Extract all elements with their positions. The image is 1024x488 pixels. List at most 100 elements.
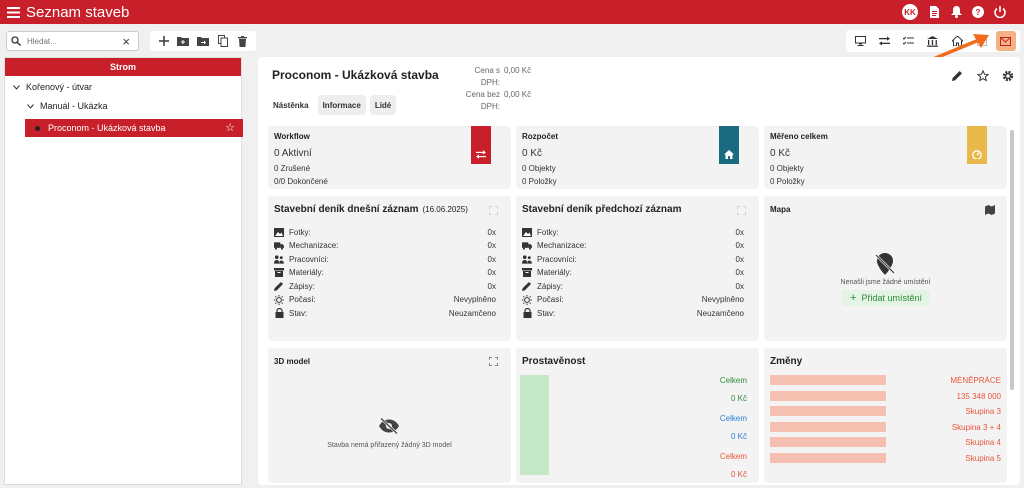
card-line: 0 Zrušené — [274, 164, 311, 173]
rozpocet-flag — [719, 126, 739, 164]
diary-row-value: 0x — [735, 268, 744, 277]
diary-row-label: Mechanizace: — [537, 241, 587, 250]
home-icon[interactable] — [947, 31, 967, 51]
clear-search-icon[interactable]: × — [122, 34, 130, 49]
diary-row: Počasí: Nevyplněno — [522, 294, 744, 306]
diary-row-value: Neuzamčeno — [696, 308, 744, 318]
document-icon[interactable] — [928, 6, 940, 18]
svg-text:?: ? — [976, 8, 981, 17]
search-input[interactable] — [27, 36, 117, 46]
card-title: 3D model — [274, 357, 311, 366]
diary-row: Mechanizace: 0x — [274, 240, 496, 252]
prostavenost-value: 0 Kč — [730, 432, 747, 441]
card-title: Měřeno celkem — [770, 132, 828, 141]
map-card: Mapa Nenašli jsme žádné umístění + Přida… — [764, 196, 1007, 341]
zmeny-card: Změny MÉNĚPRÁCE 135 348 000 Skupina 3 Skupi… — [764, 348, 1007, 483]
model3d-empty-text: Stavba nemá přiřazený žádný 3D model — [327, 442, 452, 449]
workers-icon — [522, 254, 532, 264]
top-bar: Seznam staveb KK ? — [0, 0, 1024, 24]
card-title: Mapa — [770, 205, 791, 214]
prostavenost-value: 0 Kč — [730, 394, 747, 403]
expand-icon[interactable] — [488, 205, 499, 216]
tab-informace[interactable]: Informace — [317, 95, 366, 115]
monitor-icon[interactable] — [850, 31, 870, 51]
workflow-card[interactable]: Workflow 0 Aktivní 0 Zrušené 0/0 Dokonče… — [268, 126, 511, 189]
bell-icon[interactable] — [950, 6, 962, 18]
tab-nastenka[interactable]: Nástěnka — [273, 100, 309, 110]
move-folder-icon[interactable] — [196, 34, 210, 48]
zmeny-bar — [770, 421, 886, 432]
tree-item-label: Kořenový - útvar — [26, 82, 93, 92]
diary-row-value: Nevyplněno — [453, 295, 496, 304]
diary-row-value: 0x — [735, 241, 744, 250]
prostavenost-label: Celkem — [719, 376, 747, 385]
diary-row-value: Neuzamčeno — [448, 308, 496, 318]
diary-row-value: 0x — [487, 268, 496, 277]
mail-icon[interactable] — [995, 31, 1016, 51]
diary-row: Materiály: 0x — [274, 267, 496, 279]
star-icon[interactable]: ☆ — [225, 122, 235, 134]
diary-row-value: 0x — [735, 227, 744, 237]
tree-item-root[interactable]: Kořenový - útvar — [13, 79, 92, 95]
swap-icon[interactable] — [874, 31, 894, 51]
tree-header: Strom — [5, 58, 241, 76]
card-line: 0/0 Dokončené — [274, 177, 328, 186]
pencil-icon — [274, 281, 284, 291]
checklist-icon[interactable] — [899, 31, 919, 51]
diary-row-label: Fotky: — [289, 227, 311, 237]
diary-row-label: Stav: — [537, 308, 556, 318]
power-icon[interactable] — [994, 6, 1006, 18]
gear-icon[interactable] — [1001, 69, 1014, 82]
workers-icon — [274, 254, 284, 264]
tree-item-label: Proconom - Ukázková stavba — [48, 123, 166, 133]
lock-icon — [274, 308, 284, 318]
tab-lide[interactable]: Lidé — [369, 95, 397, 115]
sun-icon — [522, 294, 532, 305]
card-main-value: 0 Aktivní — [274, 148, 312, 159]
bank-icon[interactable] — [923, 31, 943, 51]
zmeny-bar — [770, 390, 886, 401]
diary-date: (16.06.2025) — [422, 205, 468, 214]
truck-icon — [522, 241, 532, 251]
tree-item-label: Manuál - Ukázka — [40, 101, 108, 111]
swap-icon — [476, 150, 486, 159]
hamburger-menu-icon[interactable] — [2, 0, 24, 24]
add-folder-icon[interactable] — [176, 34, 190, 48]
add-icon[interactable] — [157, 34, 171, 48]
diary-row: Pracovníci: 0x — [522, 253, 744, 265]
diary-row-value: 0x — [487, 254, 496, 264]
diary-row-label: Zápisy: — [537, 281, 563, 291]
expand-icon[interactable] — [488, 356, 499, 367]
chevron-down-icon[interactable] — [27, 102, 34, 111]
diary-row: Zápisy: 0x — [522, 280, 744, 292]
tree-item-project[interactable]: Proconom - Ukázková stavba ☆ — [25, 119, 243, 137]
edit-icon[interactable] — [951, 69, 964, 82]
map-icon[interactable] — [985, 205, 995, 218]
bullet-icon — [35, 125, 40, 131]
card-title: Prostavěnost — [522, 356, 586, 367]
star-icon[interactable] — [976, 69, 989, 82]
tree-item-manual[interactable]: Manuál - Ukázka — [27, 98, 108, 114]
card-main-value: 0 Kč — [770, 148, 791, 159]
diary-row-label: Stav: — [289, 308, 308, 318]
diary-row-label: Materiály: — [289, 268, 324, 277]
delete-icon[interactable] — [235, 34, 249, 48]
chevron-down-icon[interactable] — [13, 83, 20, 92]
scrollbar[interactable] — [1010, 130, 1014, 390]
diary-row-label: Mechanizace: — [289, 241, 339, 250]
price-summary: Cena s DPH: 0,00 Kč Cena bez DPH: 0,00 Kč — [454, 65, 531, 113]
price-with-vat-value: 0,00 Kč — [504, 66, 532, 75]
expand-icon[interactable] — [736, 205, 747, 216]
mereno-card[interactable]: Měřeno celkem 0 Kč 0 Objekty 0 Položky — [764, 126, 1007, 189]
copy-icon[interactable] — [216, 34, 230, 48]
diary-row: Pracovníci: 0x — [274, 253, 496, 265]
project-panel: Proconom - Ukázková stavba Cena s DPH: 0,… — [258, 57, 1020, 485]
add-location-button[interactable]: + Přidat umístění — [842, 290, 930, 306]
sun-icon — [274, 294, 284, 305]
user-avatar[interactable]: KK — [902, 4, 918, 20]
archive-icon — [274, 268, 284, 278]
rozpocet-card[interactable]: Rozpočet 0 Kč 0 Objekty 0 Položky — [516, 126, 759, 189]
search-icon — [11, 36, 21, 46]
prostavenost-label: Celkem — [719, 452, 747, 461]
help-icon[interactable]: ? — [972, 6, 984, 18]
